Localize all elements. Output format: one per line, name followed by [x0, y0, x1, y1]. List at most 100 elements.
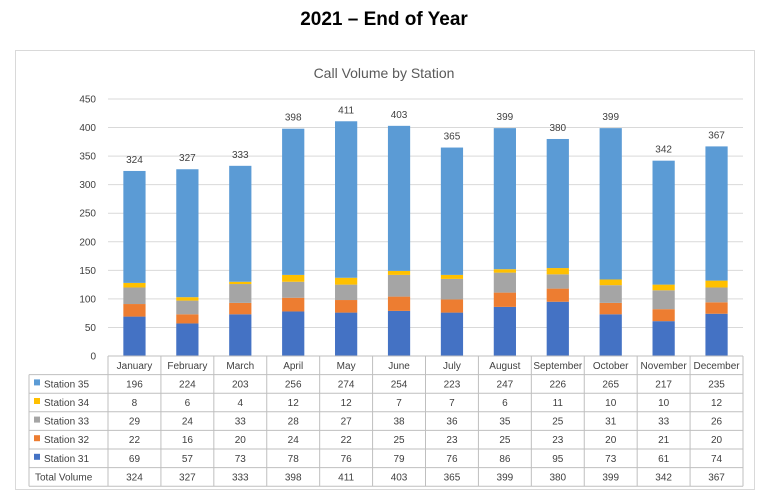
chart-frame: Call Volume by Station 0 50 100 150 200 250 300…: [15, 50, 755, 490]
table-cell: 22: [129, 435, 141, 446]
y-tick-label: 300: [79, 180, 96, 191]
total-data-label: 398: [285, 113, 302, 124]
total-data-label: 399: [602, 112, 619, 123]
table-cell: 8: [132, 398, 138, 409]
total-data-label: 333: [232, 150, 249, 161]
bar-segment-station-35: [546, 138, 569, 269]
bar-segment-station-34: [176, 297, 199, 301]
bar-segment-station-31: [440, 312, 464, 356]
table-cell: 399: [497, 472, 514, 483]
x-category-label: June: [388, 361, 410, 372]
chart-title: Call Volume by Station: [314, 65, 455, 81]
table-row-label: Station 31: [44, 454, 89, 465]
bar-segment-station-35: [705, 146, 728, 281]
y-tick-label: 400: [79, 123, 96, 134]
bar-segment-station-34: [652, 284, 675, 291]
bar-segment-station-35: [229, 165, 252, 282]
table-cell: 76: [341, 454, 353, 465]
bar-segment-station-33: [546, 274, 569, 289]
bar-segment-station-31: [123, 316, 146, 356]
bar-segment-station-31: [652, 321, 675, 356]
table-cell: 324: [126, 472, 143, 483]
x-category-label: December: [693, 361, 740, 372]
bar-segment-station-32: [123, 304, 146, 317]
table-cell: 24: [288, 435, 300, 446]
table-cell: 31: [605, 417, 617, 428]
table-cell: 399: [602, 472, 619, 483]
table-cell: 380: [549, 472, 566, 483]
x-category-label: November: [641, 361, 688, 372]
bar-segment-station-34: [123, 282, 146, 288]
bar-segment-station-33: [652, 290, 675, 310]
bar-segment-station-31: [599, 314, 622, 356]
bar-segment-station-33: [123, 287, 146, 305]
y-tick-label: 200: [79, 237, 96, 248]
table-cell: 21: [658, 435, 670, 446]
bar-segment-station-31: [229, 314, 252, 356]
table-cell: 20: [711, 435, 723, 446]
table-cell: 29: [129, 417, 141, 428]
bar-segment-station-32: [229, 302, 252, 315]
table-cell: 23: [446, 435, 458, 446]
legend-key: [34, 435, 40, 442]
bar-segment-station-34: [599, 279, 622, 286]
page-title: 2021 – End of Year: [300, 9, 468, 30]
legend-key: [34, 416, 40, 423]
table-cell: 20: [605, 435, 617, 446]
table-cell: 6: [502, 398, 508, 409]
table-cell: 73: [605, 454, 617, 465]
x-category-label: January: [117, 361, 153, 372]
table-cell: 217: [655, 379, 672, 390]
table-cell: 23: [552, 435, 564, 446]
y-tick-label: 0: [90, 352, 96, 363]
table-row-label-total: Total Volume: [35, 472, 93, 483]
table-cell: 4: [238, 398, 244, 409]
table-row-label: Station 35: [44, 379, 89, 390]
table-cell: 12: [711, 398, 723, 409]
table-cell: 78: [288, 454, 300, 465]
table-cell: 411: [338, 472, 354, 483]
table-cell: 7: [449, 398, 455, 409]
legend-key: [34, 379, 40, 386]
table-cell: 254: [391, 379, 408, 390]
bar-segment-station-35: [282, 128, 305, 275]
table-cell: 57: [182, 454, 194, 465]
bar-segment-station-34: [387, 270, 411, 275]
bar-segment-station-35: [123, 170, 146, 283]
call-volume-chart: Call Volume by Station 0 50 100 150 200 250 300…: [28, 65, 744, 487]
table-cell: 365: [444, 472, 461, 483]
table-row-label: Station 34: [44, 398, 89, 409]
total-data-label: 399: [497, 112, 514, 123]
table-cell: 61: [658, 454, 670, 465]
bar-segment-station-33: [599, 285, 622, 303]
table-cell: 403: [391, 472, 408, 483]
bar-segment-station-32: [335, 300, 358, 313]
total-data-label: 324: [126, 155, 143, 166]
table-cell: 226: [549, 379, 566, 390]
bar-segment-station-32: [705, 302, 728, 314]
table-cell: 76: [446, 454, 458, 465]
bar-segment-station-33: [229, 284, 252, 303]
x-category-label: July: [443, 361, 461, 372]
bar-segment-station-34: [493, 269, 516, 273]
bar-segment-station-35: [493, 128, 516, 270]
table-cell: 12: [288, 398, 300, 409]
table-cell: 342: [655, 472, 672, 483]
x-category-label: August: [489, 361, 520, 372]
table-cell: 10: [658, 398, 670, 409]
table-cell: 10: [605, 398, 617, 409]
bar-segment-station-32: [387, 296, 411, 311]
x-category-label: April: [283, 361, 303, 372]
table-row-label: Station 33: [44, 417, 89, 428]
table-cell: 27: [341, 417, 353, 428]
legend-key: [34, 398, 40, 404]
table-cell: 256: [285, 379, 302, 390]
total-data-label: 411: [338, 105, 354, 116]
bar-segment-station-32: [546, 288, 569, 302]
table-cell: 79: [393, 454, 405, 465]
x-category-label: February: [167, 361, 207, 372]
table-cell: 22: [341, 435, 353, 446]
total-data-label: 380: [549, 123, 566, 134]
table-cell: 16: [182, 435, 194, 446]
total-data-label: 365: [444, 132, 461, 143]
